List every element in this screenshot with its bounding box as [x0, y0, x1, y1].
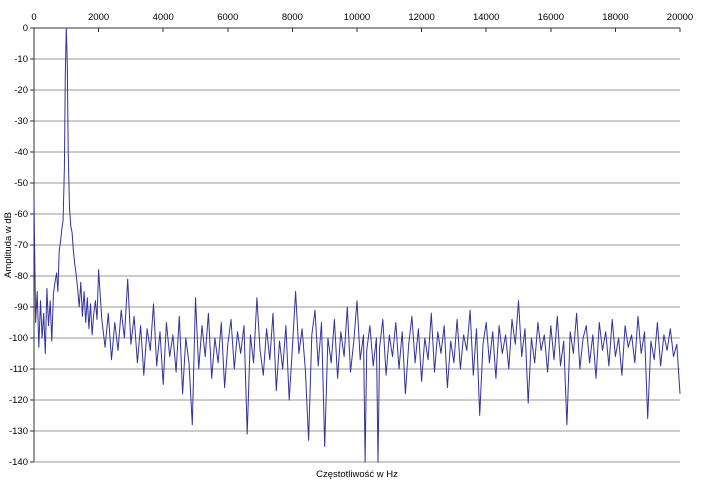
y-tick-label: -80	[14, 271, 28, 282]
y-tick-label: 0	[23, 23, 28, 34]
x-tick-label: 12000	[408, 12, 434, 23]
y-tick-label: -100	[9, 333, 28, 344]
x-tick-label: 10000	[344, 12, 370, 23]
y-tick-label: -120	[9, 395, 28, 406]
y-tick-label: -110	[10, 364, 28, 375]
x-tick-label: 16000	[538, 12, 564, 23]
y-tick-label: -130	[9, 426, 28, 437]
y-tick-label: -30	[14, 116, 28, 127]
y-tick-label: -140	[9, 457, 28, 468]
x-tick-label: 2000	[88, 12, 109, 23]
x-tick-label: 20000	[667, 12, 693, 23]
y-tick-label: -10	[14, 54, 28, 65]
y-tick-label: -60	[14, 209, 28, 220]
y-tick-label: -20	[14, 85, 28, 96]
spectrum-line	[33, 27, 681, 463]
y-tick-label: -40	[14, 147, 28, 158]
y-tick-label: -50	[14, 178, 28, 189]
x-tick-label: 18000	[602, 12, 628, 23]
y-tick-label: -70	[14, 240, 28, 251]
x-tick-label: 8000	[282, 12, 303, 23]
x-tick-label: 6000	[217, 12, 238, 23]
y-tick-label: -90	[14, 302, 28, 313]
x-tick-label: 14000	[473, 12, 499, 23]
x-tick-label: 0	[31, 12, 36, 23]
x-tick-label: 4000	[153, 12, 174, 23]
y-axis-title: Amplituda w dB	[3, 212, 14, 278]
x-axis-title: Częstotliwość w Hz	[316, 469, 398, 480]
